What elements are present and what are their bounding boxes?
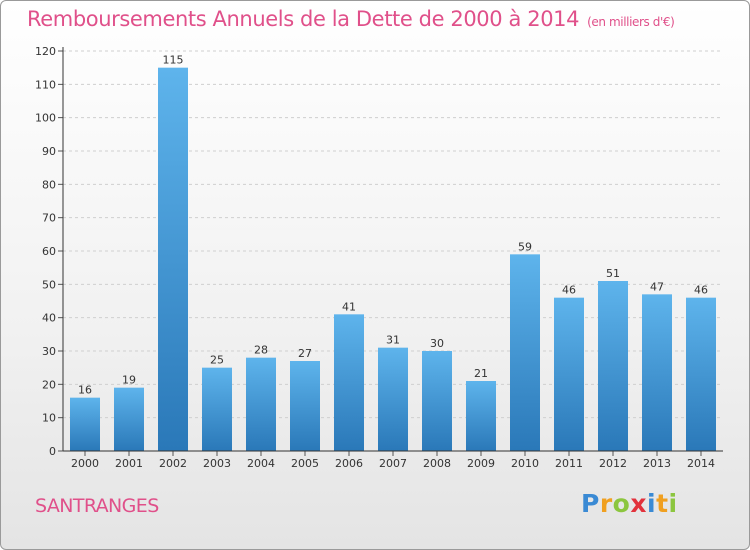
y-tick-label: 0 (49, 445, 56, 458)
logo-letter: t (656, 489, 669, 518)
y-tick-label: 30 (42, 345, 56, 358)
data-label: 28 (254, 344, 268, 357)
data-label: 31 (386, 334, 400, 347)
logo-letter: o (612, 489, 631, 518)
logo-letter: P (581, 489, 600, 518)
bar (422, 351, 452, 451)
data-label: 46 (562, 284, 576, 297)
data-label: 27 (298, 347, 312, 360)
bar (510, 254, 540, 451)
bar (642, 294, 672, 451)
bar (554, 297, 584, 451)
x-tick-label: 2001 (115, 457, 143, 470)
y-tick-label: 80 (42, 178, 56, 191)
x-tick-label: 2003 (203, 457, 231, 470)
bar (70, 397, 100, 451)
data-label: 30 (430, 337, 444, 350)
data-label: 59 (518, 240, 532, 253)
logo-letter: r (599, 489, 613, 518)
logo-letter: i (668, 489, 678, 518)
chart-title: Remboursements Annuels de la Dette de 20… (27, 7, 675, 31)
data-label: 46 (694, 284, 708, 297)
y-tick-label: 60 (42, 245, 56, 258)
data-label: 19 (122, 374, 136, 387)
chart-title-text: Remboursements Annuels de la Dette de 20… (27, 7, 580, 31)
bar (686, 297, 716, 451)
x-tick-label: 2010 (511, 457, 539, 470)
logo-letter: i (647, 489, 657, 518)
y-tick-label: 100 (35, 112, 56, 125)
x-tick-label: 2012 (599, 457, 627, 470)
x-tick-label: 2004 (247, 457, 275, 470)
y-tick-label: 90 (42, 145, 56, 158)
bar (598, 281, 628, 451)
x-tick-label: 2002 (159, 457, 187, 470)
x-tick-label: 2000 (71, 457, 99, 470)
bar (202, 367, 232, 451)
bar (246, 357, 276, 451)
bar (378, 347, 408, 451)
bar (290, 361, 320, 451)
y-tick-label: 120 (35, 45, 56, 58)
x-tick-label: 2013 (643, 457, 671, 470)
y-tick-label: 70 (42, 212, 56, 225)
data-label: 41 (342, 300, 356, 313)
bar (114, 387, 144, 451)
logo-letter: x (630, 489, 647, 518)
data-label: 21 (474, 367, 488, 380)
x-tick-label: 2008 (423, 457, 451, 470)
data-label: 115 (163, 54, 184, 67)
bar (466, 381, 496, 451)
x-tick-label: 2011 (555, 457, 583, 470)
data-label: 47 (650, 280, 664, 293)
data-label: 16 (78, 384, 92, 397)
x-tick-label: 2014 (687, 457, 715, 470)
x-tick-label: 2007 (379, 457, 407, 470)
x-tick-label: 2005 (291, 457, 319, 470)
x-tick-label: 2009 (467, 457, 495, 470)
proxiti-logo: Proxiti (581, 489, 678, 518)
unit-note: (en milliers d'€) (587, 15, 675, 29)
bar (158, 67, 188, 452)
data-label: 51 (606, 267, 620, 280)
y-tick-label: 20 (42, 378, 56, 391)
commune-name: SANTRANGES (35, 495, 159, 517)
data-label: 25 (210, 354, 224, 367)
y-tick-label: 50 (42, 278, 56, 291)
y-tick-label: 40 (42, 312, 56, 325)
y-tick-label: 110 (35, 78, 56, 91)
y-tick-label: 10 (42, 412, 56, 425)
bar (334, 314, 364, 451)
x-tick-label: 2006 (335, 457, 363, 470)
